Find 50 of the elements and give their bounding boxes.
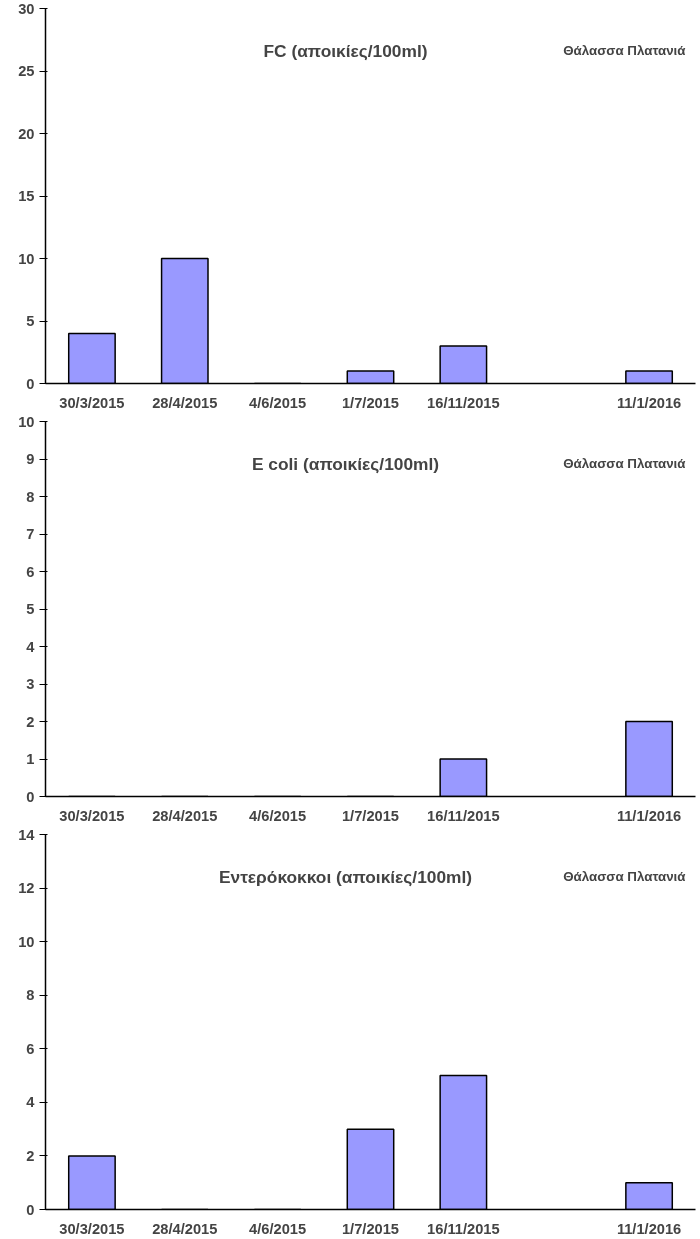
y-tick-label: 14 — [18, 826, 36, 843]
x-tick-label: 11/1/2016 — [616, 807, 682, 824]
y-tick-label: 20 — [18, 125, 35, 142]
x-tick-label: 11/1/2016 — [616, 1220, 682, 1237]
y-tick-label: 2 — [26, 713, 35, 730]
x-tick-label: 16/11/2015 — [427, 1220, 500, 1237]
y-tick-label: 10 — [18, 933, 35, 950]
y-tick-label: 1 — [26, 751, 35, 767]
x-tick-label: 28/4/2015 — [152, 394, 218, 411]
x-tick-label: 28/4/2015 — [152, 1220, 218, 1237]
y-tick-label: 0 — [26, 788, 35, 805]
y-tick-label: 0 — [26, 375, 35, 392]
y-tick-label: 8 — [26, 488, 35, 505]
y-tick-label: 25 — [18, 63, 35, 79]
y-tick-label: 0 — [26, 1201, 35, 1218]
annotation: Θάλασσα Πλατανιά — [563, 869, 687, 884]
x-tick-label: 30/3/2015 — [59, 394, 125, 411]
text: Εντερόκοκκοι (αποικίες/100ml) — [218, 866, 473, 887]
x-tick-label: 1/7/2015 — [341, 1220, 400, 1237]
y-tick-label: 4 — [26, 638, 36, 655]
y-tick-label: 30 — [18, 0, 35, 17]
y-tick-label: 9 — [26, 451, 35, 467]
x-tick-label: 1/7/2015 — [341, 394, 400, 411]
x-tick-label: 4/6/2015 — [249, 394, 307, 411]
x-tick-label: 11/1/2016 — [616, 394, 682, 411]
x-tick-label: 30/3/2015 — [59, 807, 125, 824]
x-tick-label: 28/4/2015 — [152, 807, 218, 824]
y-tick-label: 12 — [18, 880, 35, 897]
x-tick-label: 16/11/2015 — [427, 394, 500, 411]
x-tick-label: 4/6/2015 — [249, 1220, 307, 1237]
annotation: Θάλασσα Πλατανιά — [563, 43, 687, 58]
y-tick-label: 7 — [26, 526, 35, 542]
y-tick-label: 6 — [26, 563, 35, 580]
x-tick-label: 1/7/2015 — [341, 807, 400, 824]
text: E coli (αποικίες/100ml) — [251, 453, 440, 474]
x-tick-label: 4/6/2015 — [249, 807, 307, 824]
x-tick-label: 30/3/2015 — [59, 1220, 125, 1237]
y-tick-label: 6 — [26, 1040, 35, 1057]
y-tick-label: 10 — [18, 413, 35, 430]
y-tick-label: 5 — [26, 313, 35, 329]
annotation: Θάλασσα Πλατανιά — [563, 456, 687, 471]
y-tick-label: 10 — [18, 250, 35, 267]
y-tick-label: 2 — [26, 1147, 35, 1164]
y-tick-label: 3 — [26, 676, 35, 692]
y-tick-label: 4 — [26, 1094, 36, 1111]
y-tick-label: 8 — [26, 987, 35, 1004]
text: FC (αποικίες/100ml) — [263, 40, 428, 61]
y-tick-label: 5 — [26, 601, 35, 617]
y-tick-label: 15 — [18, 188, 35, 204]
x-tick-label: 16/11/2015 — [427, 807, 500, 824]
